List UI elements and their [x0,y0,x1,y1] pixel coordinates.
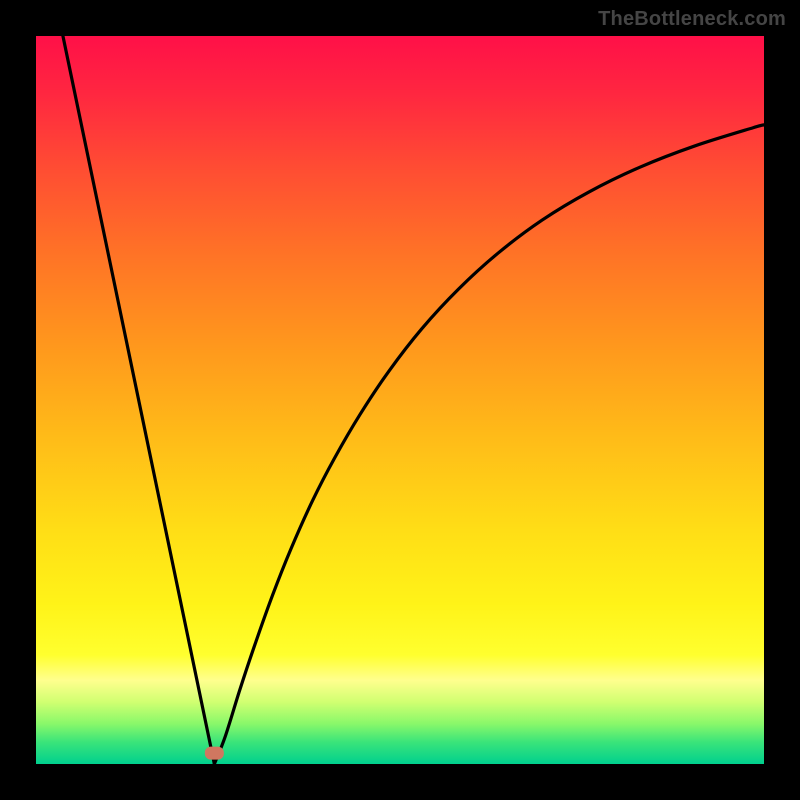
chart-container: { "canvas": { "width": 800, "height": 80… [0,0,800,800]
minimum-marker [205,747,224,760]
watermark-text: TheBottleneck.com [598,8,786,31]
chart-svg [0,0,800,800]
gradient-background [36,36,764,764]
